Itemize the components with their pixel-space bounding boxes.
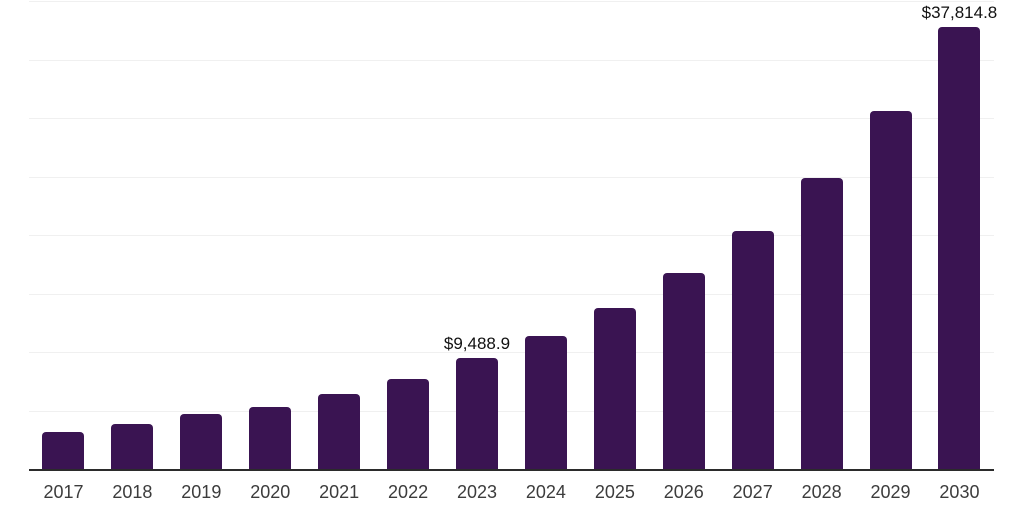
gridline (29, 352, 994, 353)
plot-area: $9,488.9 $37,814.8 (29, 1, 997, 471)
x-tick-2023: 2023 (456, 482, 498, 502)
x-tick-2021: 2021 (319, 482, 360, 502)
x-tick-2022: 2022 (388, 482, 429, 502)
bar-2019 (180, 414, 223, 469)
x-tick-2029: 2029 (870, 482, 911, 502)
bar-column-2030: $37,814.8 (922, 1, 997, 469)
x-axis-labels: 2017 2018 2019 2020 2021 2022 2023 2024 2025 2026… (29, 482, 994, 502)
bar-2027 (731, 231, 774, 469)
bar-value-label-2023: $9,488.9 (443, 334, 511, 353)
bar-column-2021 (305, 1, 374, 469)
x-tick-2020: 2020 (250, 482, 291, 502)
bar-column-2027 (718, 1, 787, 469)
gridline (29, 293, 994, 295)
gridline (29, 1, 994, 2)
bar-column-2024 (511, 1, 580, 469)
bar-2026 (662, 273, 705, 469)
gridline (29, 59, 994, 61)
bar-column-2023: $9,488.9 (443, 1, 512, 469)
bar-2025 (593, 307, 636, 469)
bar-2030 (938, 26, 981, 469)
bar-2024 (524, 336, 567, 469)
bar-column-2017 (29, 1, 98, 469)
bar-2018 (111, 423, 154, 469)
bar-value-label-2030: $37,814.8 (921, 2, 998, 22)
gridline (29, 235, 994, 236)
x-tick-2019: 2019 (181, 482, 222, 502)
x-tick-2024: 2024 (525, 482, 566, 502)
bar-column-2026 (649, 1, 718, 469)
bar-2017 (42, 431, 85, 469)
bar-column-2020 (236, 1, 305, 469)
bar-2020 (249, 406, 292, 469)
bar-2029 (869, 111, 912, 469)
x-tick-2028: 2028 (801, 482, 842, 502)
gridline (29, 176, 994, 178)
bar-2023 (455, 358, 498, 469)
bar-column-2025 (580, 1, 649, 469)
bar-2028 (800, 177, 843, 469)
bars-row: $9,488.9 $37,814.8 (29, 1, 997, 469)
bar-column-2028 (787, 1, 856, 469)
bar-column-2029 (856, 1, 925, 469)
x-axis-line (29, 469, 994, 471)
x-tick-2027: 2027 (732, 482, 773, 502)
gridline (29, 118, 994, 119)
bar-2022 (387, 378, 430, 469)
x-tick-2026: 2026 (663, 482, 704, 502)
bar-2021 (318, 393, 361, 469)
x-tick-2025: 2025 (594, 482, 635, 502)
bar-column-2022 (374, 1, 443, 469)
gridline (29, 410, 994, 412)
x-tick-2018: 2018 (112, 482, 153, 502)
bar-column-2018 (98, 1, 167, 469)
x-tick-2030: 2030 (939, 482, 980, 502)
x-tick-2017: 2017 (43, 482, 84, 502)
bar-column-2019 (167, 1, 236, 469)
